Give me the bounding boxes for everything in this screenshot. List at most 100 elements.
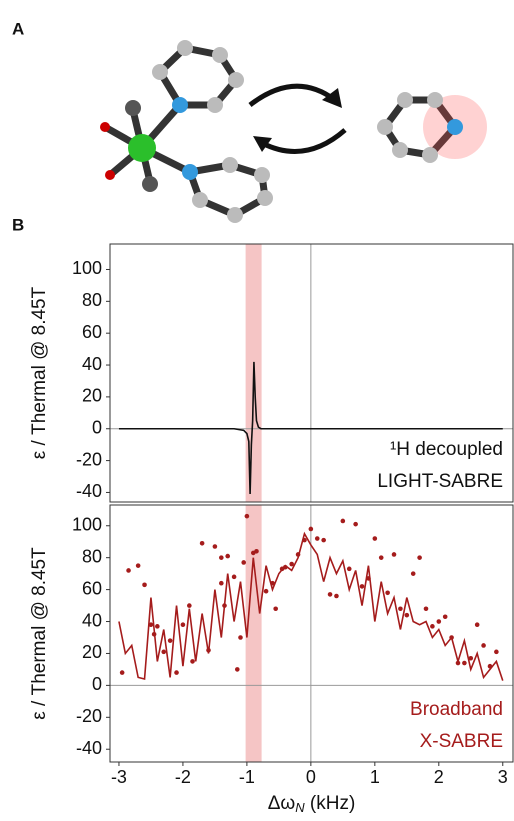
data-point xyxy=(234,667,240,672)
x-tick-label: -1 xyxy=(239,767,255,787)
x-tick-label: 0 xyxy=(306,767,316,787)
data-point xyxy=(462,660,467,666)
data-point xyxy=(119,670,125,675)
data-point xyxy=(174,670,179,675)
data-point xyxy=(327,592,333,597)
data-point xyxy=(430,624,435,629)
data-point xyxy=(244,513,250,519)
data-point xyxy=(346,566,352,572)
data-point xyxy=(410,571,416,576)
y-tick-label: -20 xyxy=(76,449,102,469)
atoms xyxy=(100,40,487,223)
data-point xyxy=(254,548,259,554)
data-point xyxy=(270,580,275,586)
data-point xyxy=(199,541,205,546)
data-point xyxy=(455,660,461,666)
plot-frame xyxy=(109,504,514,763)
data-point xyxy=(190,659,195,664)
data-point xyxy=(206,647,211,653)
annotation: ¹H decoupled xyxy=(390,439,503,460)
data-point xyxy=(481,643,486,648)
data-point xyxy=(263,588,269,594)
data-point xyxy=(142,582,147,588)
plot-frame xyxy=(109,243,514,503)
y-tick-label: 0 xyxy=(92,674,102,694)
annotation: LIGHT-SABRE xyxy=(377,471,503,492)
y-tick-label: 20 xyxy=(82,642,102,662)
data-point xyxy=(135,563,141,568)
y-tick-label: 60 xyxy=(82,322,102,342)
y-tick-label: 100 xyxy=(72,515,102,535)
data-point xyxy=(359,584,365,589)
x-tick-label: -2 xyxy=(175,767,191,787)
annotation: X-SABRE xyxy=(420,731,503,752)
data-point xyxy=(222,603,227,608)
data-point xyxy=(340,518,346,524)
exchange-arrows xyxy=(248,83,347,154)
data-point xyxy=(314,536,320,541)
data-point xyxy=(273,606,278,612)
y-tick-label: 100 xyxy=(72,258,102,278)
data-point xyxy=(212,544,218,549)
data-point xyxy=(302,537,307,543)
panel-label: B xyxy=(12,215,24,234)
data-point xyxy=(366,576,371,581)
y-tick-label: -40 xyxy=(76,738,102,758)
data-point xyxy=(180,622,186,628)
y-tick-label: 40 xyxy=(82,354,102,374)
data-point xyxy=(468,655,474,661)
data-point xyxy=(436,619,442,624)
y-tick-label: 20 xyxy=(82,386,102,406)
data-point xyxy=(321,537,326,543)
data-point xyxy=(219,580,224,586)
data-point xyxy=(289,561,294,567)
data-point xyxy=(494,649,499,655)
data-point xyxy=(372,536,378,541)
y-tick-label: 40 xyxy=(82,610,102,630)
data-point xyxy=(353,521,358,527)
data-point xyxy=(282,564,288,570)
panel-label: A xyxy=(12,19,24,38)
data-point xyxy=(404,612,410,618)
x-axis-label-part: (kHz) xyxy=(305,793,356,814)
x-axis-label-part: N xyxy=(295,800,305,815)
data-point xyxy=(187,603,192,608)
data-point xyxy=(385,590,390,596)
data-line xyxy=(118,361,503,495)
annotation: Broadband xyxy=(410,699,503,720)
data-point xyxy=(155,624,160,629)
x-axis-label-part: Δω xyxy=(268,793,296,814)
x-tick-label: -3 xyxy=(111,767,127,787)
data-point xyxy=(334,593,339,599)
data-point xyxy=(391,552,397,557)
y-tick-label: 80 xyxy=(82,546,102,566)
data-point xyxy=(417,555,422,560)
data-point xyxy=(219,555,224,560)
data-point xyxy=(295,552,301,557)
x-axis-label: ΔωN (kHz) xyxy=(268,793,356,815)
data-point xyxy=(487,663,493,669)
data-point xyxy=(231,574,237,580)
y-tick-label: 0 xyxy=(92,417,102,437)
y-tick-label: 80 xyxy=(82,290,102,310)
data-point xyxy=(167,638,173,643)
data-point xyxy=(126,568,131,573)
data-point xyxy=(238,635,243,640)
data-point xyxy=(308,526,314,532)
data-point xyxy=(442,614,448,620)
data-point xyxy=(398,606,403,612)
x-tick-label: 2 xyxy=(434,767,444,787)
data-point xyxy=(161,649,167,655)
y-tick-label: -40 xyxy=(76,481,102,501)
data-point xyxy=(449,635,454,640)
y-tick-label: 60 xyxy=(82,578,102,598)
data-point xyxy=(378,555,384,560)
y-tick-label: -20 xyxy=(76,706,102,726)
data-point xyxy=(148,622,154,628)
highlight-band xyxy=(245,505,262,762)
data-point xyxy=(225,553,231,559)
y-axis-label: ε / Thermal @ 8.45T xyxy=(29,547,50,720)
y-axis-label: ε / Thermal @ 8.45T xyxy=(29,286,50,459)
data-point xyxy=(241,560,246,565)
